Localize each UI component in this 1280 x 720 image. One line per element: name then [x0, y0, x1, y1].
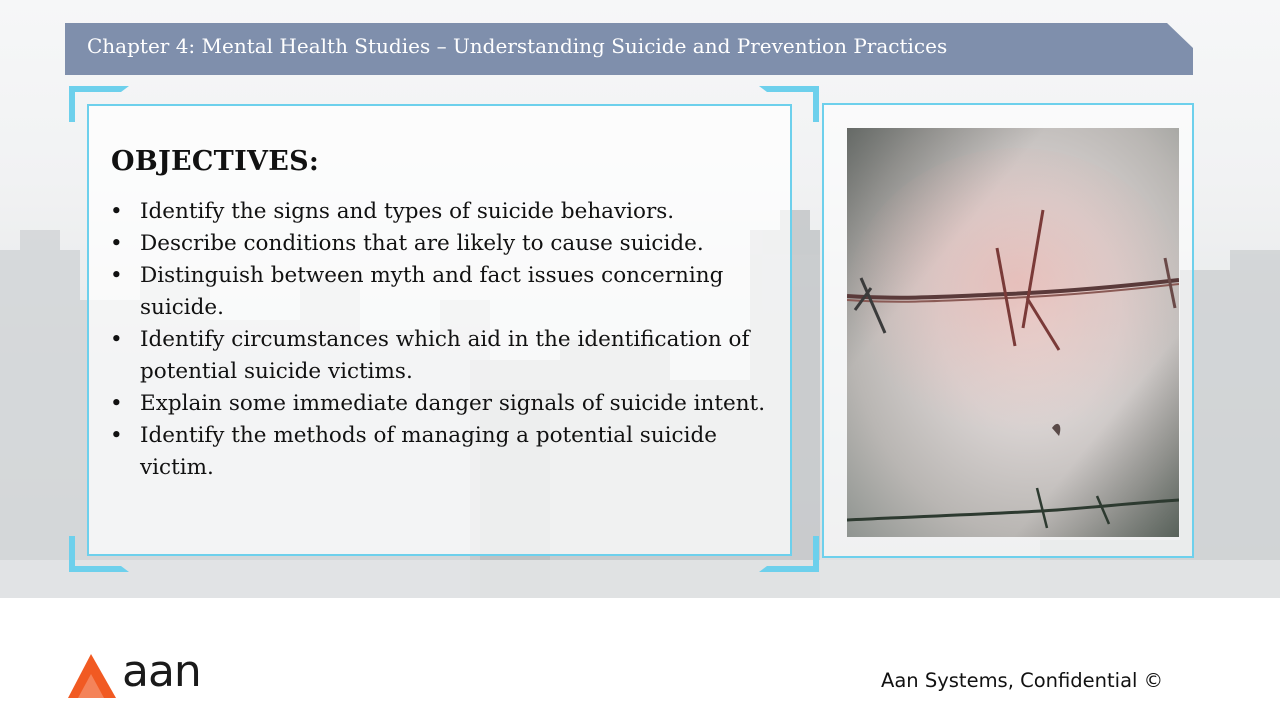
- bullet-glyph: •: [110, 199, 123, 224]
- confidential-notice: Aan Systems, Confidential ©: [881, 669, 1164, 692]
- bullet-glyph: •: [110, 423, 123, 448]
- barbed-wire-graphic: [847, 128, 1179, 537]
- objective-text: Identify the methods of managing a poten…: [140, 423, 717, 480]
- content-frame-corners: [69, 86, 819, 572]
- bullet-glyph: •: [110, 327, 123, 352]
- barbed-wire-photo: [847, 128, 1179, 537]
- list-item: • Identify the methods of managing a pote…: [106, 420, 766, 484]
- title-bar: [65, 23, 1193, 75]
- list-item: • Describe conditions that are likely to …: [106, 228, 766, 260]
- logo-wordmark: aan: [122, 646, 202, 697]
- objectives-panel: [87, 104, 792, 556]
- slide-title: Chapter 4: Mental Health Studies – Under…: [87, 34, 948, 58]
- aan-logo-icon: [68, 654, 116, 698]
- objective-text: Identify circumstances which aid in the …: [140, 327, 750, 384]
- objective-text: Identify the signs and types of suicide …: [140, 199, 675, 224]
- list-item: • Identify circumstances which aid in the…: [106, 324, 766, 388]
- list-item: • Distinguish between myth and fact issue…: [106, 260, 766, 324]
- objective-text: Describe conditions that are likely to c…: [140, 231, 704, 256]
- objectives-heading: OBJECTIVES:: [111, 146, 320, 177]
- list-item: • Explain some immediate danger signals o…: [106, 388, 766, 420]
- list-item: • Identify the signs and types of suicide…: [106, 196, 766, 228]
- objective-text: Distinguish between myth and fact issues…: [140, 263, 724, 320]
- bullet-glyph: •: [110, 263, 123, 288]
- objective-text: Explain some immediate danger signals of…: [140, 391, 766, 416]
- bullet-glyph: •: [110, 391, 123, 416]
- bullet-glyph: •: [110, 231, 123, 256]
- objectives-list: • Identify the signs and types of suicide…: [106, 196, 766, 484]
